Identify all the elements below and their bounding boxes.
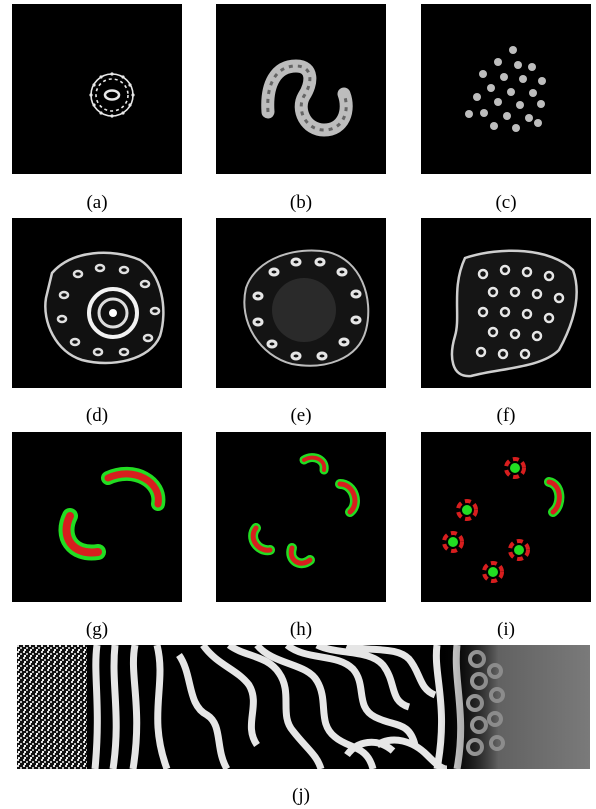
caption-b: (b) xyxy=(289,192,313,213)
caption-h: (h) xyxy=(289,619,313,640)
panel-j xyxy=(17,645,590,769)
caption-e: (e) xyxy=(290,405,312,426)
caption-a: (a) xyxy=(86,192,108,213)
panel-d xyxy=(12,218,182,388)
panel-e xyxy=(216,218,386,388)
panel-c xyxy=(421,4,591,174)
caption-j: (j) xyxy=(292,785,310,806)
panel-g xyxy=(12,432,182,602)
caption-i: (i) xyxy=(497,619,515,640)
panel-h xyxy=(216,432,386,602)
panel-i xyxy=(421,432,591,602)
panel-f xyxy=(421,218,591,388)
caption-d: (d) xyxy=(85,405,109,426)
panel-b xyxy=(216,4,386,174)
caption-f: (f) xyxy=(496,405,516,426)
caption-c: (c) xyxy=(495,192,517,213)
panel-a xyxy=(12,4,182,174)
caption-g: (g) xyxy=(85,619,109,640)
